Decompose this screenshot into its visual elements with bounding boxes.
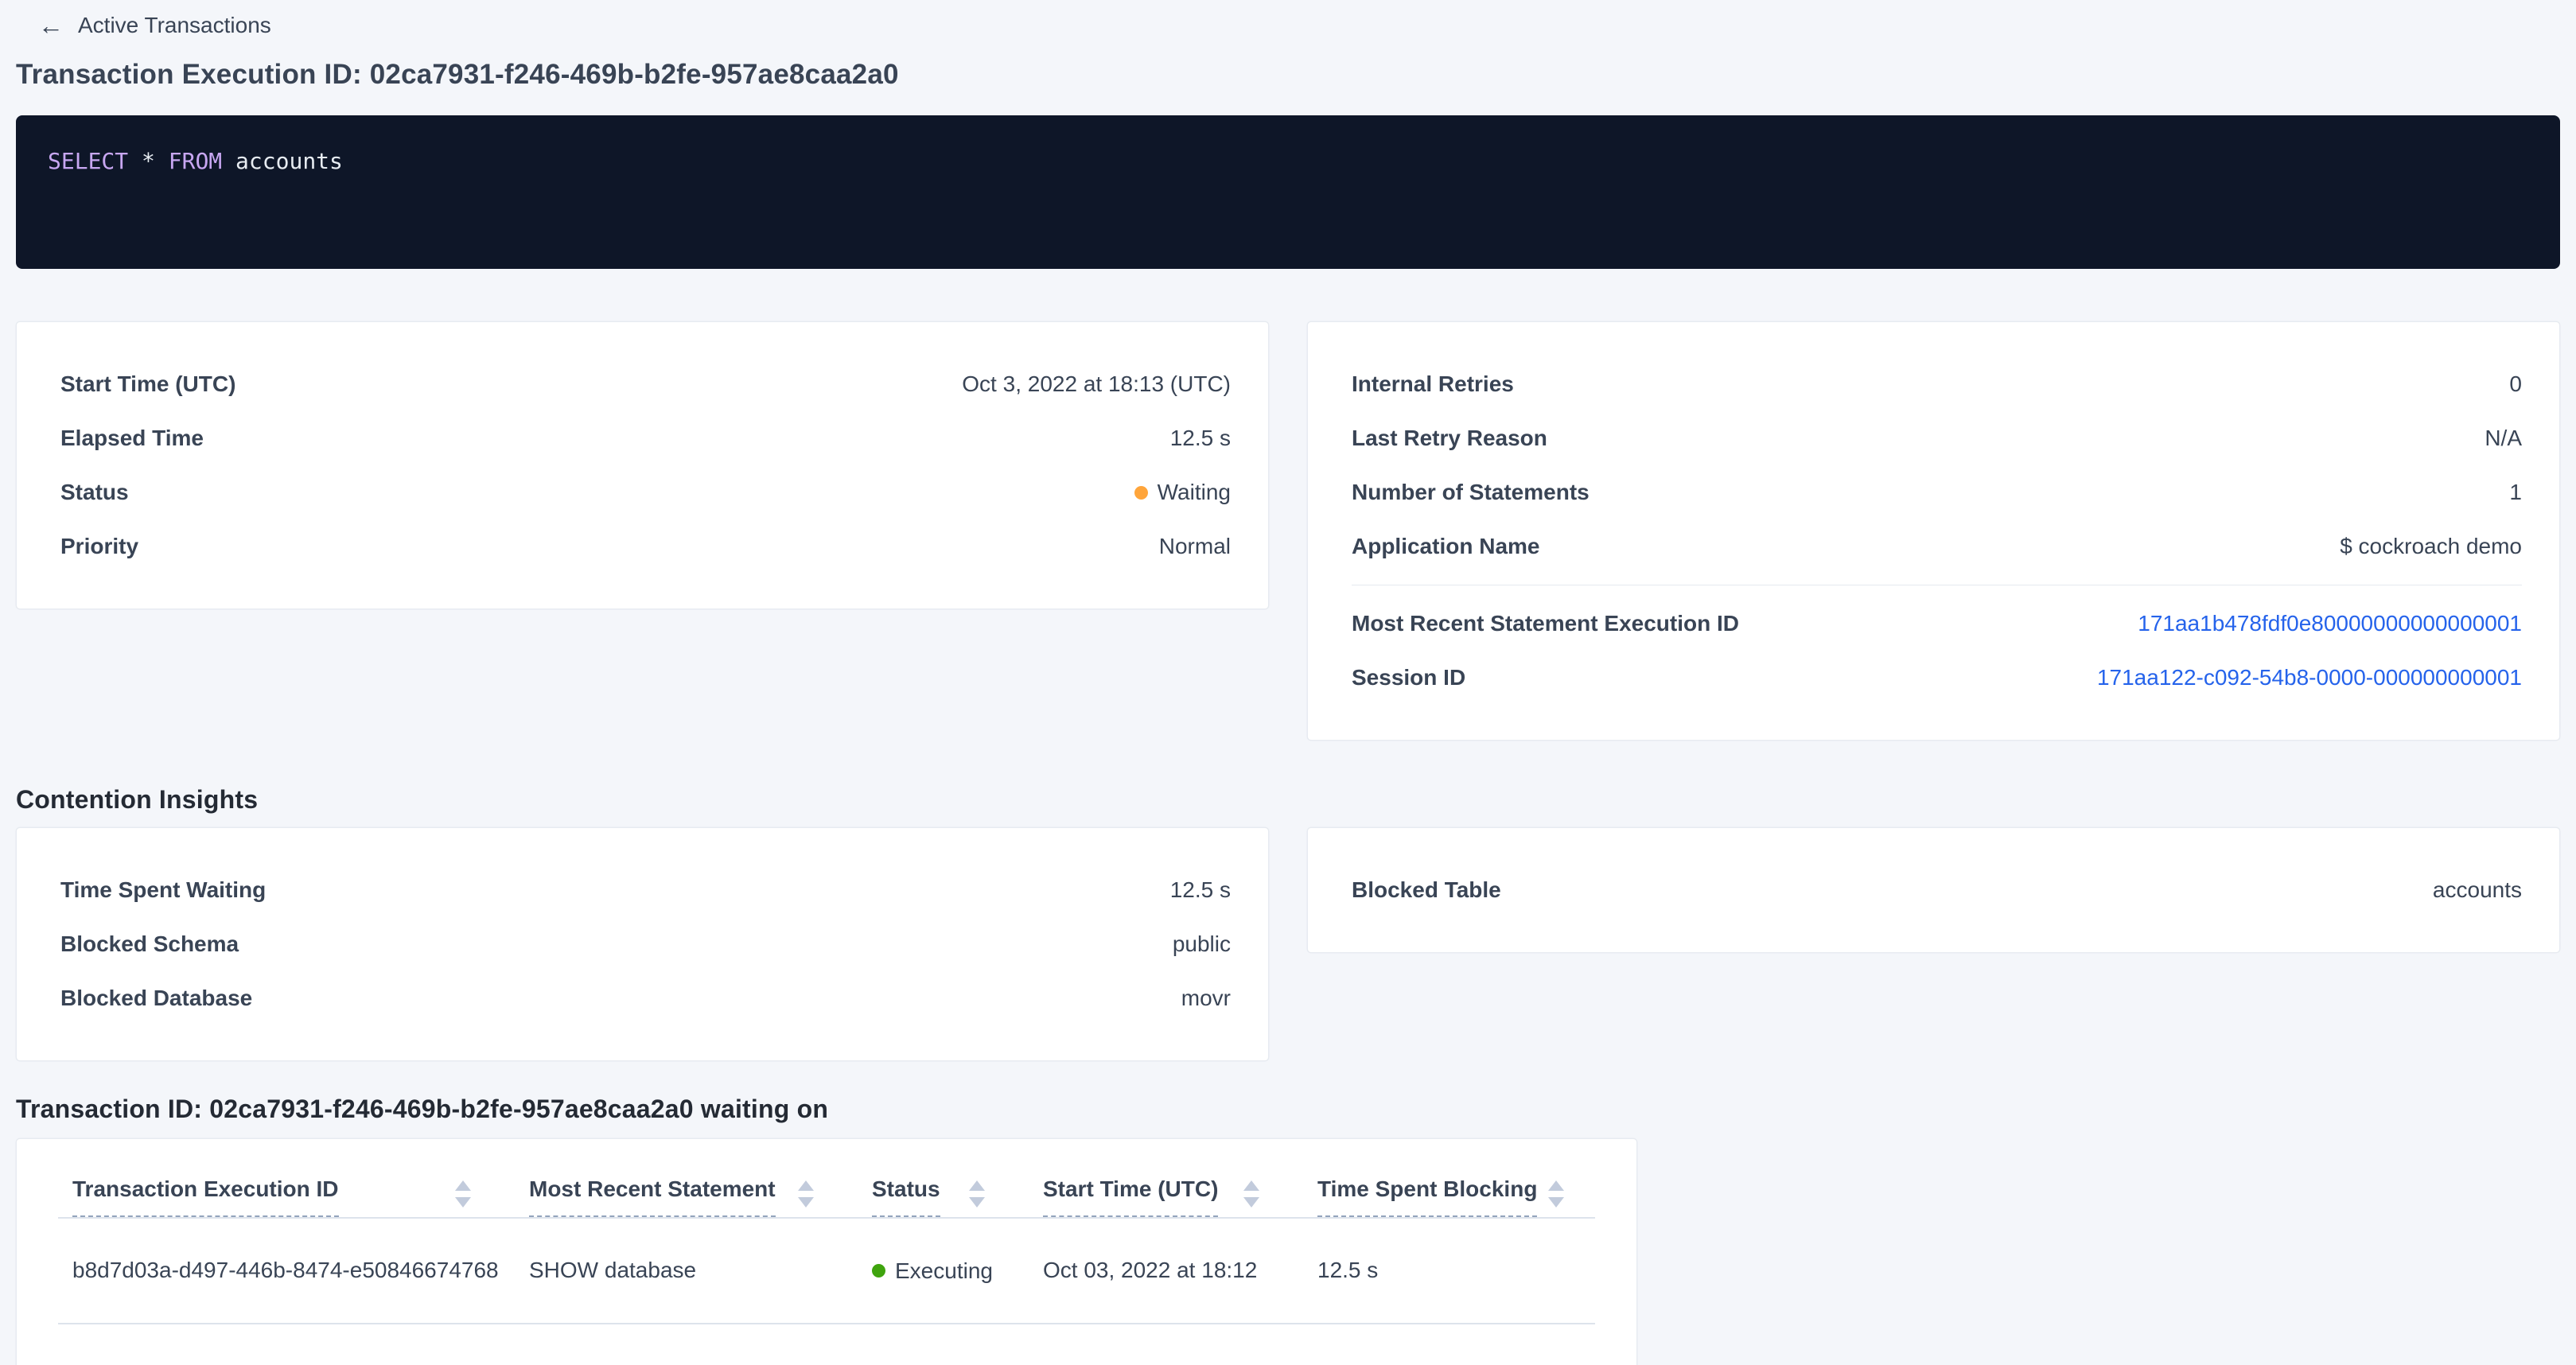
priority-row: Priority Normal (60, 519, 1231, 574)
column-label-transaction-execution-id: Transaction Execution ID (72, 1176, 339, 1217)
last-retry-reason-value: N/A (2485, 426, 2522, 450)
start-time-row: Start Time (UTC) Oct 3, 2022 at 18:13 (U… (60, 357, 1231, 411)
time-spent-waiting-row: Time Spent Waiting 12.5 s (60, 863, 1231, 917)
sql-statement: SELECT * FROM accounts (48, 148, 343, 174)
sql-statement-box: SELECT * FROM accounts (16, 115, 2560, 269)
internal-retries-value: 0 (2509, 371, 2522, 396)
sql-keyword-from: FROM (168, 148, 223, 174)
column-label-start-time: Start Time (UTC) (1043, 1176, 1219, 1217)
cell-status: Executing (858, 1219, 1029, 1323)
summary-cards-row: Start Time (UTC) Oct 3, 2022 at 18:13 (U… (16, 321, 2560, 741)
sort-icon (969, 1180, 985, 1208)
back-to-active-transactions-link[interactable]: ← Active Transactions (38, 13, 271, 38)
cell-status-text: Executing (895, 1258, 993, 1283)
table-row: b8d7d03a-d497-446b-8474-e50846674768 SHO… (58, 1219, 1595, 1324)
contention-cards-row: Time Spent Waiting 12.5 s Blocked Schema… (16, 827, 2560, 1061)
executing-status-dot-icon (872, 1264, 885, 1278)
left-arrow-icon: ← (38, 11, 64, 40)
session-id-label: Session ID (1352, 665, 1466, 690)
blocked-table-card: Blocked Table accounts (1307, 827, 2560, 953)
start-time-label: Start Time (UTC) (60, 371, 236, 396)
column-header-status[interactable]: Status (858, 1176, 1029, 1217)
status-label: Status (60, 480, 129, 504)
blocked-table-row: Blocked Table accounts (1352, 863, 2522, 917)
elapsed-time-value: 12.5 s (1169, 426, 1231, 450)
cell-most-recent-statement: SHOW database (529, 1258, 697, 1282)
elapsed-time-label: Elapsed Time (60, 426, 204, 450)
page-title: Transaction Execution ID: 02ca7931-f246-… (16, 59, 899, 90)
blocked-table-label: Blocked Table (1352, 877, 1501, 902)
blocked-database-value: movr (1181, 986, 1231, 1010)
time-spent-waiting-label: Time Spent Waiting (60, 877, 267, 902)
last-retry-reason-label: Last Retry Reason (1352, 426, 1547, 450)
cell-time-spent-blocking: 12.5 s (1317, 1258, 1379, 1282)
statement-count-label: Number of Statements (1352, 480, 1590, 504)
waiting-status-dot-icon (1134, 485, 1148, 500)
sort-icon (1548, 1180, 1564, 1208)
application-name-label: Application Name (1352, 534, 1540, 558)
elapsed-time-row: Elapsed Time 12.5 s (60, 411, 1231, 465)
last-retry-reason-row: Last Retry Reason N/A (1352, 411, 2522, 465)
column-label-status: Status (872, 1176, 940, 1217)
blocked-schema-value: public (1172, 931, 1231, 956)
priority-value: Normal (1158, 534, 1231, 558)
internal-retries-label: Internal Retries (1352, 371, 1514, 396)
column-header-start-time[interactable]: Start Time (UTC) (1029, 1176, 1303, 1217)
status-row: Status Waiting (60, 465, 1231, 519)
statement-count-row: Number of Statements 1 (1352, 465, 2522, 519)
blocked-table-value: accounts (2432, 877, 2522, 902)
waiting-on-table-header: Transaction Execution ID Most Recent Sta… (58, 1139, 1595, 1219)
sort-icon (798, 1180, 814, 1208)
priority-label: Priority (60, 534, 139, 558)
statement-count-value: 1 (2509, 480, 2522, 504)
column-header-transaction-execution-id[interactable]: Transaction Execution ID (58, 1176, 515, 1217)
statement-execution-id-row: Most Recent Statement Execution ID 171aa… (1352, 597, 2522, 651)
blocked-schema-label: Blocked Schema (60, 931, 239, 956)
status-text: Waiting (1157, 480, 1231, 504)
transaction-summary-card: Start Time (UTC) Oct 3, 2022 at 18:13 (U… (16, 321, 1269, 609)
blocked-database-row: Blocked Database movr (60, 971, 1231, 1025)
statement-execution-id-label: Most Recent Statement Execution ID (1352, 611, 1739, 636)
start-time-value: Oct 3, 2022 at 18:13 (UTC) (962, 371, 1231, 396)
time-spent-waiting-value: 12.5 s (1169, 877, 1231, 902)
blocked-database-label: Blocked Database (60, 986, 253, 1010)
session-id-row: Session ID 171aa122-c092-54b8-0000-00000… (1352, 651, 2522, 705)
contention-waiting-card: Time Spent Waiting 12.5 s Blocked Schema… (16, 827, 1269, 1061)
status-value: Waiting (1134, 480, 1231, 505)
transaction-stats-card: Internal Retries 0 Last Retry Reason N/A… (1307, 321, 2560, 741)
cell-transaction-execution-id: b8d7d03a-d497-446b-8474-e50846674768 (72, 1258, 499, 1282)
back-link-label: Active Transactions (78, 13, 271, 37)
sql-star: * (142, 148, 155, 174)
internal-retries-row: Internal Retries 0 (1352, 357, 2522, 411)
sort-icon (455, 1180, 471, 1208)
sql-table-name: accounts (235, 148, 343, 174)
sort-icon (1243, 1180, 1259, 1208)
waiting-on-table-card: Transaction Execution ID Most Recent Sta… (16, 1138, 1637, 1365)
column-header-time-spent-blocking[interactable]: Time Spent Blocking (1303, 1176, 1574, 1217)
blocked-schema-row: Blocked Schema public (60, 917, 1231, 971)
column-label-most-recent-statement: Most Recent Statement (529, 1176, 776, 1217)
column-label-time-spent-blocking: Time Spent Blocking (1317, 1176, 1538, 1217)
contention-insights-heading: Contention Insights (16, 785, 259, 814)
statement-execution-id-link[interactable]: 171aa1b478fdf0e80000000000000001 (2138, 611, 2522, 636)
session-id-link[interactable]: 171aa122-c092-54b8-0000-000000000001 (2096, 665, 2522, 690)
application-name-row: Application Name $ cockroach demo (1352, 519, 2522, 574)
waiting-on-heading: Transaction ID: 02ca7931-f246-469b-b2fe-… (16, 1095, 829, 1123)
cell-start-time: Oct 03, 2022 at 18:12 (1043, 1258, 1258, 1282)
application-name-value: $ cockroach demo (2340, 534, 2522, 558)
sql-keyword-select: SELECT (48, 148, 129, 174)
column-header-most-recent-statement[interactable]: Most Recent Statement (515, 1176, 858, 1217)
